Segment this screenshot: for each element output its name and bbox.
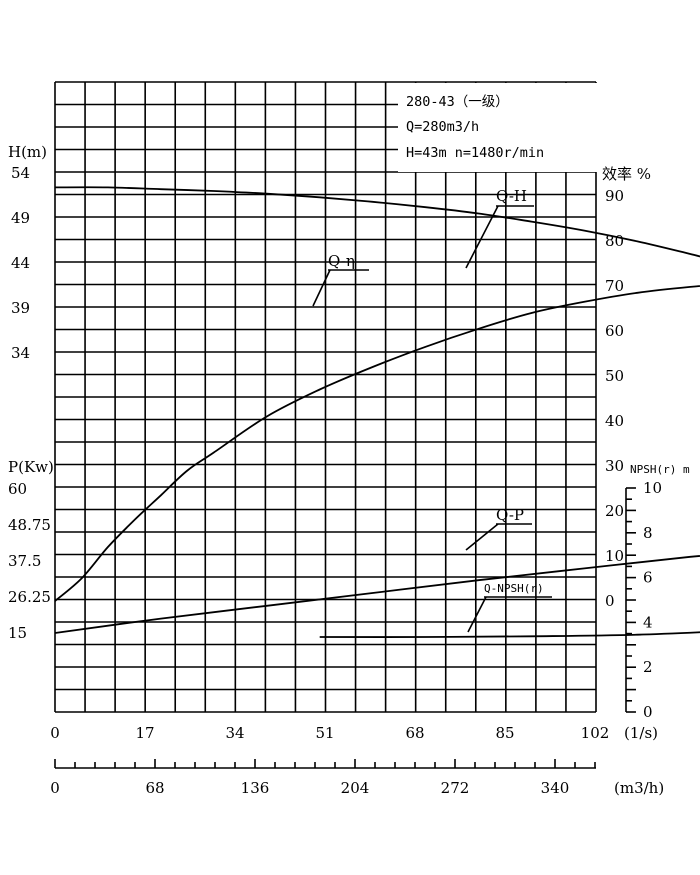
curve-label: Q-η xyxy=(328,252,355,270)
efficiency-tick-label: 90 xyxy=(605,187,624,205)
qh-curve xyxy=(54,186,700,258)
info-box: 280-43（一级） Q=280m3/h H=43m n=1480r/min xyxy=(398,83,597,172)
tick-labels: 54494439346048.7537.526.2515908070605040… xyxy=(8,164,662,797)
info-head-speed: H=43m n=1480r/min xyxy=(406,145,544,161)
curve-label-leader xyxy=(312,269,331,307)
flow-ls-tick-label: 68 xyxy=(405,724,424,742)
head-tick-label: 54 xyxy=(11,164,30,182)
flow-m3h-unit: (m3/h) xyxy=(614,779,664,797)
efficiency-tick-label: 80 xyxy=(605,232,624,250)
efficiency-tick-label: 10 xyxy=(605,547,624,565)
flow-m3h-tick-label: 68 xyxy=(145,779,164,797)
npsh-tick-label: 0 xyxy=(643,703,653,721)
curve-label: Q-H xyxy=(496,187,527,205)
flow-ls-tick-label: 17 xyxy=(135,724,154,742)
flow-ls-tick-label: 34 xyxy=(225,724,244,742)
flow-m3h-tick-label: 340 xyxy=(541,779,570,797)
npsh-tick-label: 10 xyxy=(643,479,662,497)
efficiency-tick-label: 20 xyxy=(605,502,624,520)
info-box-background xyxy=(398,83,597,172)
curve-label-leader xyxy=(467,596,487,633)
flow-m3h-tick-label: 272 xyxy=(441,779,470,797)
q-npsh-curve xyxy=(319,631,700,638)
curves xyxy=(54,186,700,638)
power-tick-label: 26.25 xyxy=(8,588,51,606)
npsh-axis-title: NPSH(r) m xyxy=(630,463,690,476)
efficiency-tick-label: 60 xyxy=(605,322,624,340)
efficiency-tick-label: 30 xyxy=(605,457,624,475)
flow-m3h-tick-label: 0 xyxy=(50,779,60,797)
npsh-tick-label: 6 xyxy=(643,569,653,587)
power-axis-title: P(Kw) xyxy=(8,458,54,476)
npsh-tick-label: 4 xyxy=(643,613,653,631)
efficiency-axis-title: 效率 % xyxy=(602,165,651,183)
flow-m3h-tick-label: 136 xyxy=(241,779,270,797)
power-tick-label: 60 xyxy=(8,480,27,498)
head-tick-label: 34 xyxy=(11,344,30,362)
efficiency-tick-label: 70 xyxy=(605,277,624,295)
flow-ls-tick-label: 102 xyxy=(581,724,610,742)
info-model: 280-43（一级） xyxy=(406,94,509,110)
power-tick-label: 15 xyxy=(8,624,27,642)
flow-ls-unit: (1/s) xyxy=(624,724,658,742)
curve-label: Q-NPSH(r) xyxy=(484,582,544,595)
npsh-tick-label: 8 xyxy=(643,524,653,542)
power-tick-label: 37.5 xyxy=(8,552,41,570)
head-tick-label: 39 xyxy=(11,299,30,317)
head-axis-title: H(m) xyxy=(8,143,47,161)
grid xyxy=(54,81,597,713)
power-tick-label: 48.75 xyxy=(8,516,51,534)
flow-ls-tick-label: 0 xyxy=(50,724,60,742)
info-flow: Q=280m3/h xyxy=(406,119,479,135)
flow-ls-tick-label: 51 xyxy=(315,724,334,742)
head-tick-label: 44 xyxy=(11,254,30,272)
efficiency-tick-label: 50 xyxy=(605,367,624,385)
curve-labels: Q-H Q-η Q-P Q-NPSH(r) xyxy=(312,187,552,633)
qp-curve xyxy=(54,554,700,634)
efficiency-tick-label: 40 xyxy=(605,412,624,430)
flow-ls-tick-label: 85 xyxy=(495,724,514,742)
curve-label-leader xyxy=(465,205,499,269)
efficiency-tick-label: 0 xyxy=(605,592,615,610)
q-efficiency-curve xyxy=(54,285,700,602)
curve-label-leader xyxy=(465,523,499,551)
npsh-tick-label: 2 xyxy=(643,658,653,676)
flow-m3h-tick-label: 204 xyxy=(341,779,370,797)
curve-label: Q-P xyxy=(496,506,524,524)
head-tick-label: 49 xyxy=(11,209,30,227)
